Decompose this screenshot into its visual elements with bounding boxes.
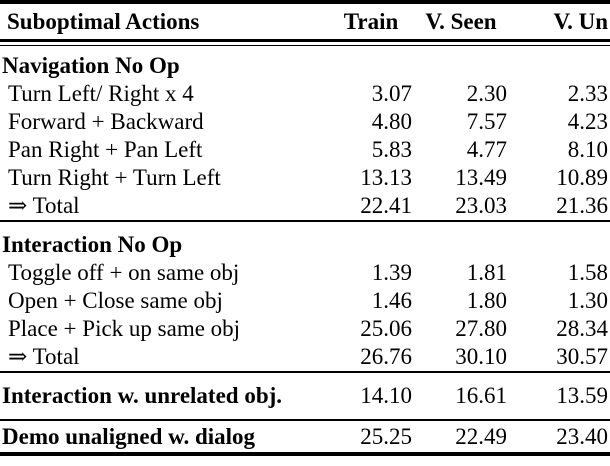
row-label: Place + Pick up same obj [8, 316, 241, 341]
table-header-row: Suboptimal Actions Train V. Seen V. Un [0, 4, 610, 39]
value-vseen: 2.30 [466, 81, 507, 106]
value-vseen: 1.81 [466, 260, 507, 285]
section-divider-rule [0, 419, 610, 421]
value-vseen: 27.80 [455, 316, 507, 341]
value-vun: 10.89 [556, 165, 608, 190]
total-row: ⇒ Total 22.41 23.03 21.36 [0, 192, 610, 220]
value-train: 22.41 [360, 193, 412, 218]
table-row: Toggle off + on same obj 1.39 1.81 1.58 [0, 259, 610, 287]
row-label: Toggle off + on same obj [8, 260, 240, 285]
row-label: Forward + Backward [8, 109, 204, 134]
section-divider-rule [0, 220, 610, 222]
value-train: 13.13 [360, 165, 412, 190]
value-train: 14.10 [360, 383, 412, 408]
header-train: Train [343, 8, 399, 34]
value-vun: 2.33 [567, 81, 608, 106]
value-vseen: 16.61 [455, 383, 507, 408]
value-vun: 28.34 [556, 316, 608, 341]
value-train: 26.76 [360, 344, 412, 369]
summary-row-label: Demo unaligned w. dialog [2, 423, 256, 449]
section-divider-rule [0, 371, 610, 373]
value-train: 3.07 [371, 81, 412, 106]
header-double-rule [0, 39, 610, 46]
value-vun: 23.40 [556, 423, 608, 449]
section-interaction-no-op: Interaction No Op Toggle off + on same o… [0, 222, 610, 371]
table-row: Place + Pick up same obj 25.06 27.80 28.… [0, 315, 610, 343]
row-label: Open + Close same obj [8, 288, 223, 313]
header-suboptimal-actions: Suboptimal Actions [7, 8, 200, 34]
value-vun: 1.30 [567, 288, 608, 313]
value-vseen: 13.49 [455, 165, 507, 190]
value-train: 25.06 [360, 316, 412, 341]
value-vseen: 23.03 [455, 193, 507, 218]
row-label: Turn Right + Turn Left [8, 165, 221, 190]
value-train: 25.25 [360, 423, 412, 449]
total-row-label: ⇒ Total [8, 193, 80, 218]
total-row-label: ⇒ Total [8, 344, 80, 369]
summary-row-label: Interaction w. unrelated obj. [2, 383, 283, 408]
table-row: Forward + Backward 4.80 7.57 4.23 [0, 108, 610, 136]
value-train: 4.80 [371, 109, 412, 134]
total-row: ⇒ Total 26.76 30.10 30.57 [0, 343, 610, 371]
top-rule [0, 0, 610, 4]
section-title: Navigation No Op [2, 53, 180, 78]
header-v-seen: V. Seen [425, 8, 497, 34]
summary-row-interaction-unrelated: Interaction w. unrelated obj. 14.10 16.6… [0, 373, 610, 419]
value-vseen: 30.10 [455, 344, 507, 369]
value-vseen: 22.49 [455, 423, 507, 449]
table-row: Pan Right + Pan Left 5.83 4.77 8.10 [0, 136, 610, 164]
table-row: Turn Left/ Right x 4 3.07 2.30 2.33 [0, 80, 610, 108]
summary-row-demo-unaligned: Demo unaligned w. dialog 25.25 22.49 23.… [0, 421, 610, 452]
section-title: Interaction No Op [2, 232, 183, 257]
value-train: 1.46 [371, 288, 412, 313]
value-vun: 1.58 [567, 260, 608, 285]
header-v-un: V. Un [553, 8, 608, 34]
value-vun: 21.36 [556, 193, 608, 218]
value-vseen: 1.80 [466, 288, 507, 313]
value-vun: 30.57 [556, 344, 608, 369]
value-vun: 4.23 [567, 109, 608, 134]
value-vseen: 7.57 [466, 109, 507, 134]
value-train: 1.39 [371, 260, 412, 285]
bottom-rule [0, 452, 610, 456]
row-label: Pan Right + Pan Left [8, 137, 203, 162]
table-row: Turn Right + Turn Left 13.13 13.49 10.89 [0, 164, 610, 192]
value-vun: 8.10 [567, 137, 608, 162]
value-vseen: 4.77 [466, 137, 507, 162]
row-label: Turn Left/ Right x 4 [8, 81, 194, 106]
value-train: 5.83 [371, 137, 412, 162]
table-row: Open + Close same obj 1.46 1.80 1.30 [0, 287, 610, 315]
section-navigation-no-op: Navigation No Op Turn Left/ Right x 4 3.… [0, 46, 610, 220]
value-vun: 13.59 [556, 383, 608, 408]
